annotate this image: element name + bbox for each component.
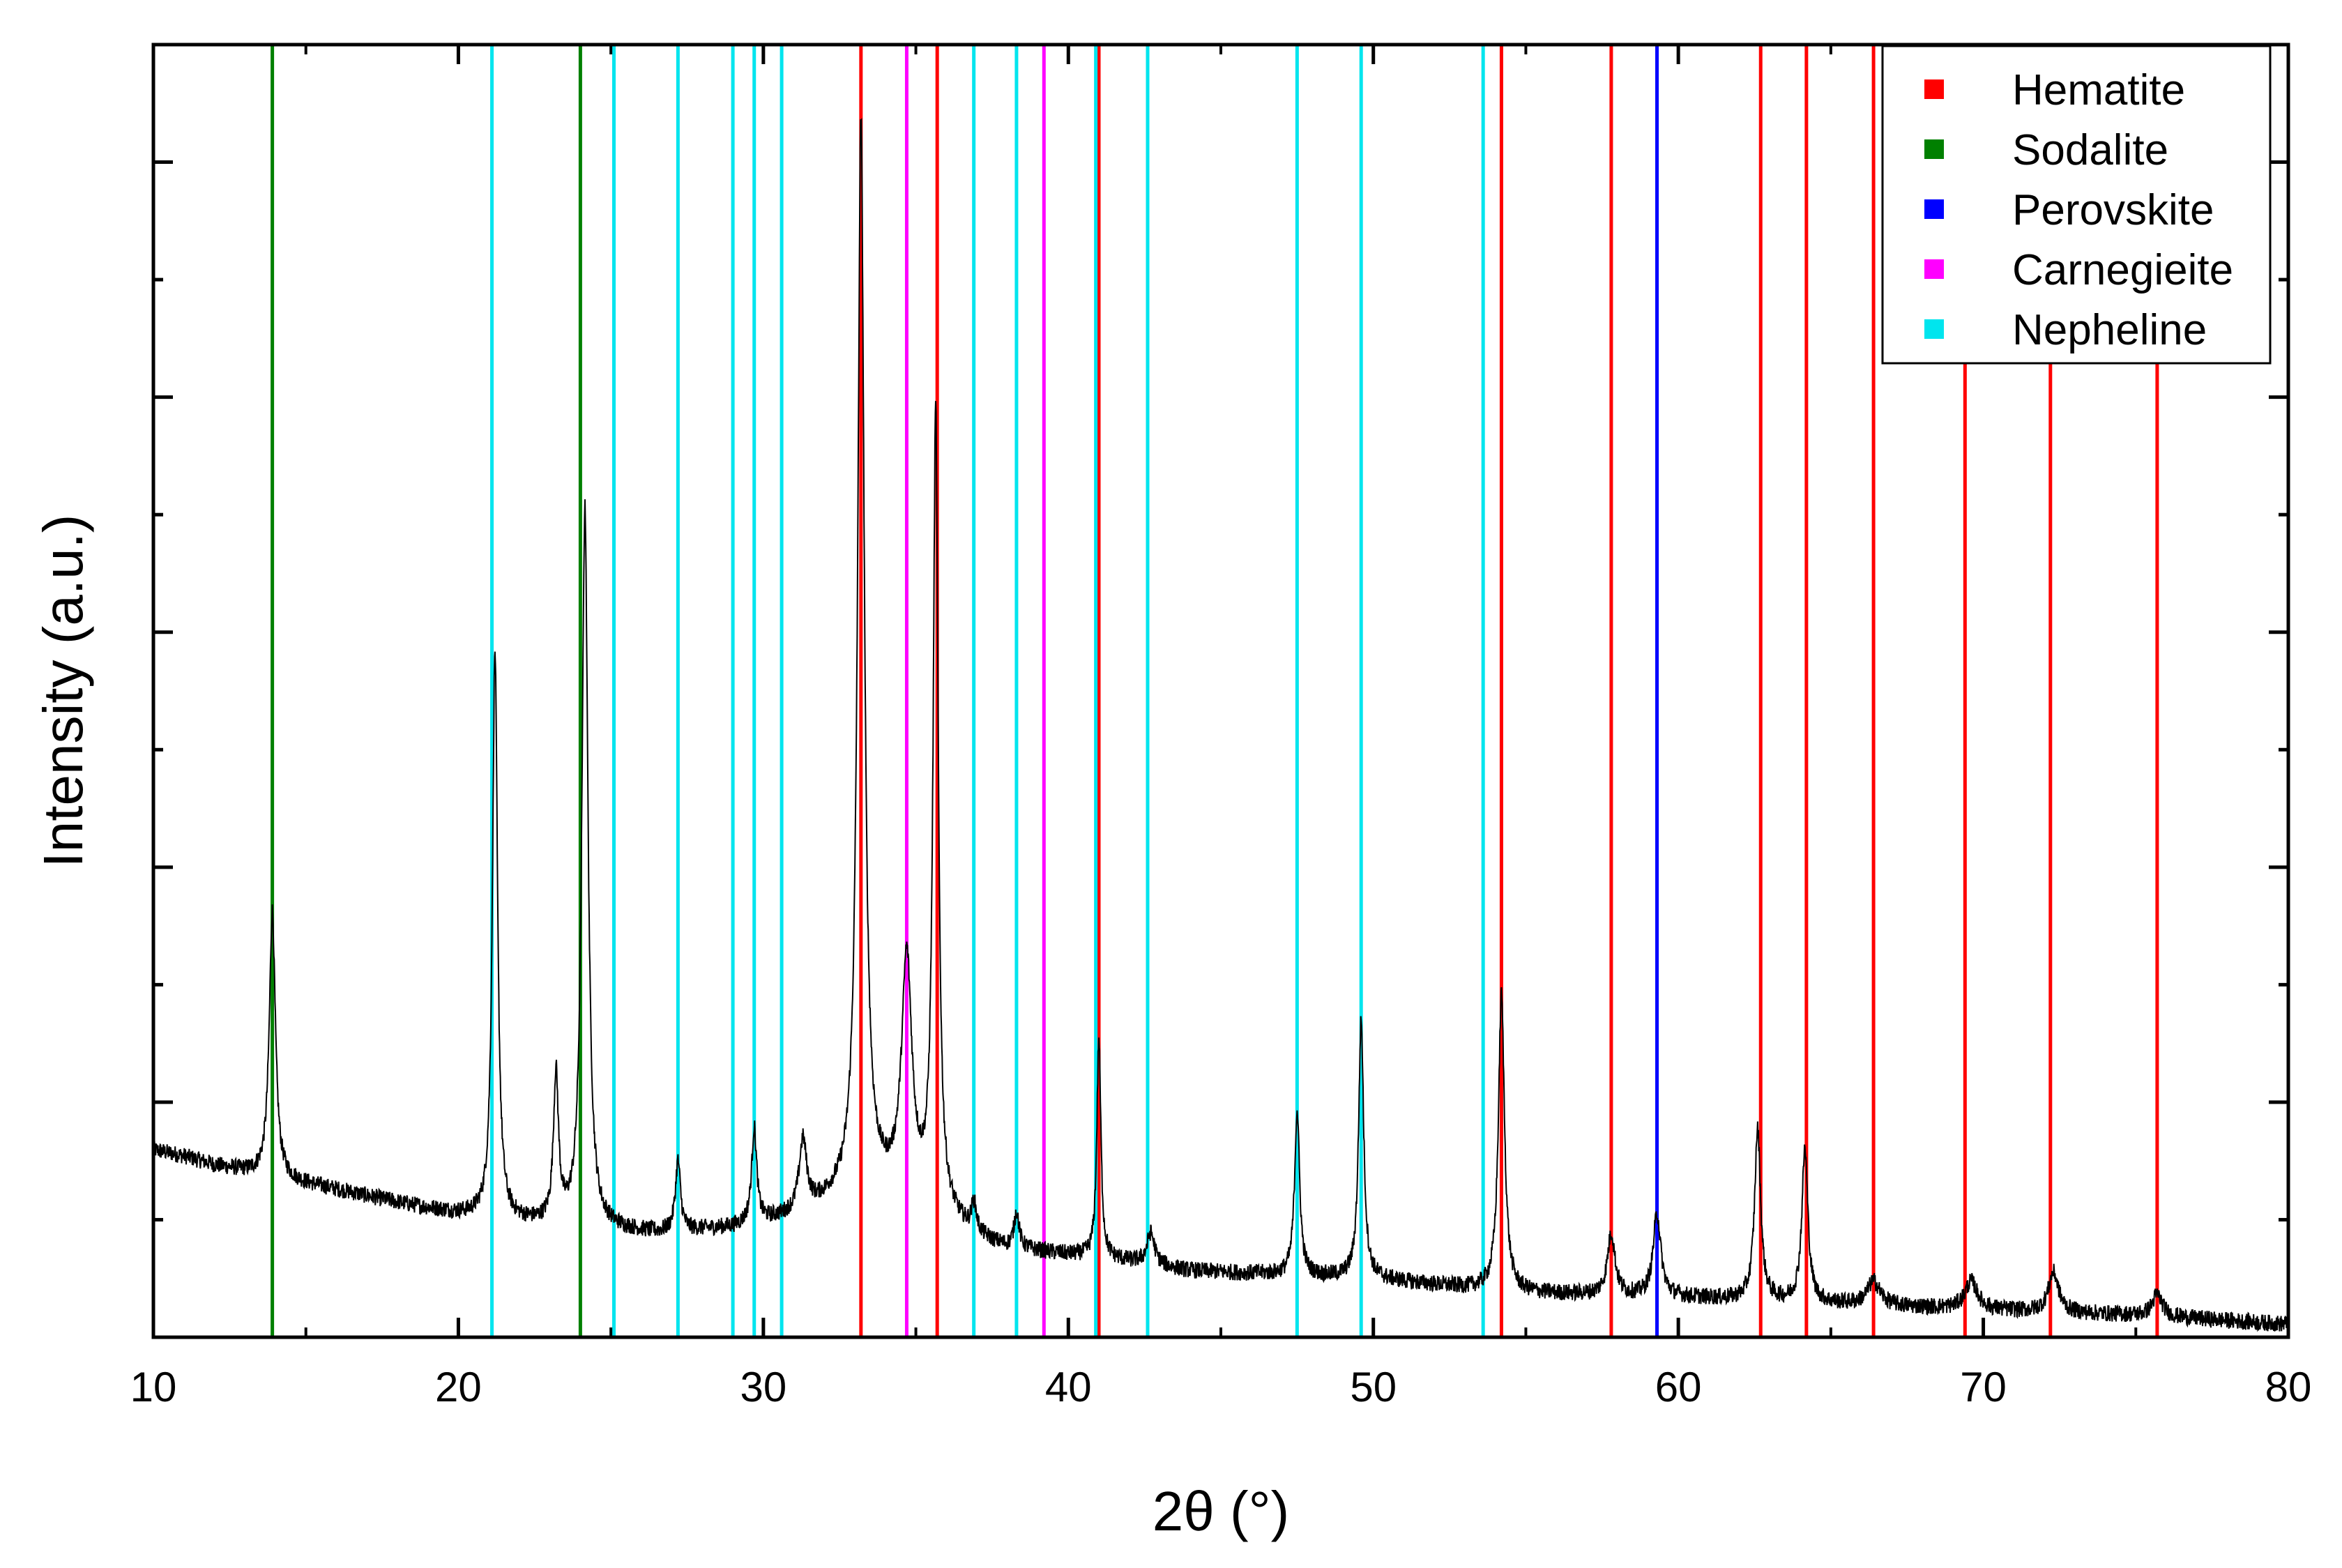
nepheline-legend-label: Nepheline	[2012, 306, 2207, 354]
x-tick-label: 20	[435, 1364, 482, 1410]
legend: Hematite Sodalite Perovskite Carnegieite Nep…	[1881, 45, 2272, 365]
x-axis-title: 2θ (°)	[1153, 1480, 1289, 1542]
legend-box	[1881, 45, 2272, 365]
perovskite-legend-swatch	[1924, 199, 1944, 219]
x-tick-label: 40	[1045, 1364, 1092, 1410]
carnegieite-legend-swatch	[1924, 259, 1944, 279]
sodalite-legend-swatch	[1924, 139, 1944, 159]
x-tick-label: 80	[2265, 1364, 2312, 1410]
x-tick-label: 60	[1655, 1364, 1702, 1410]
x-tick-label: 30	[740, 1364, 786, 1410]
y-axis-ticks	[153, 160, 2288, 1221]
x-tick-label: 70	[1960, 1364, 2007, 1410]
xrd-pattern-line	[153, 118, 2289, 1333]
reference-lines	[271, 45, 2159, 1337]
sodalite-legend-label: Sodalite	[2012, 126, 2168, 174]
y-axis-title: Intensity (a.u.)	[32, 515, 94, 868]
hematite-legend-label: Hematite	[2012, 66, 2185, 114]
hematite-legend-swatch	[1924, 79, 1944, 99]
x-tick-label: 50	[1350, 1364, 1397, 1410]
nepheline-legend-swatch	[1924, 319, 1944, 339]
carnegieite-legend-label: Carnegieite	[2012, 246, 2233, 294]
x-axis-ticks: 10 20 30 40 50 60 70 80	[130, 45, 2312, 1410]
perovskite-legend-label: Perovskite	[2012, 186, 2214, 234]
x-tick-label: 10	[130, 1364, 177, 1410]
